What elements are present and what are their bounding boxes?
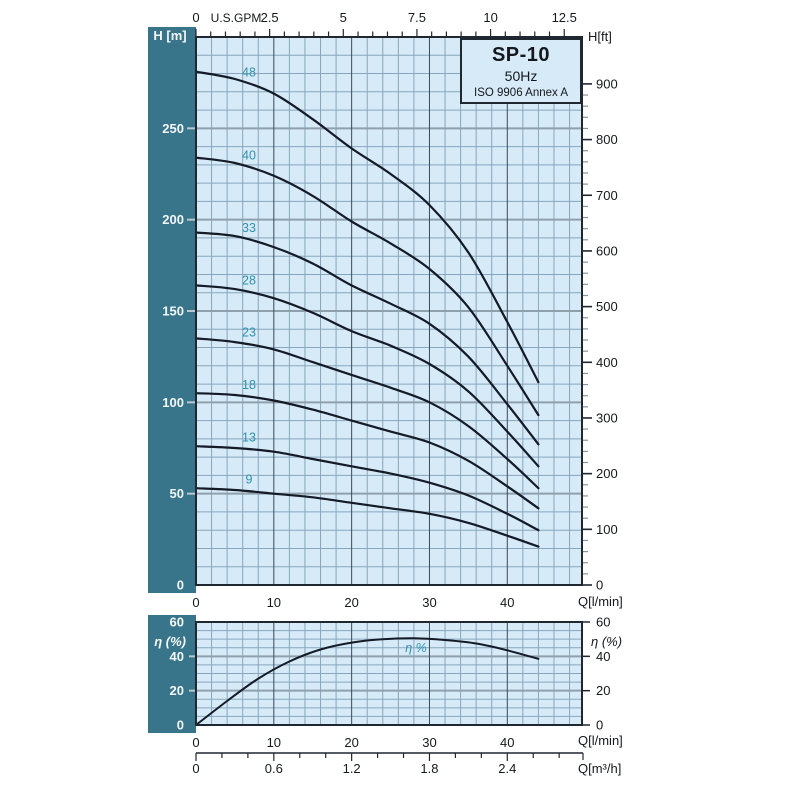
top-tick-label: 7.5 (408, 10, 426, 25)
right-tick-label: 200 (596, 466, 618, 481)
head-sidebar (148, 27, 196, 593)
efficiency-unit-label-left: η (%) (154, 634, 186, 649)
x-tick-label-eff: 40 (500, 735, 514, 750)
head-unit-label-right: H[ft] (588, 29, 612, 44)
right-tick-label: 900 (596, 76, 618, 91)
head-plot-area (196, 37, 582, 585)
m3h-tick-label: 0 (192, 761, 199, 776)
m3h-tick-label: 0.6 (265, 761, 283, 776)
x-tick-label-eff: 10 (267, 735, 281, 750)
right-tick-label: 500 (596, 299, 618, 314)
top-tick-label: 5 (340, 10, 347, 25)
eff-right-tick-label: 60 (596, 614, 610, 629)
right-tick-label: 100 (596, 522, 618, 537)
m3h-tick-label: 2.4 (498, 761, 516, 776)
x-tick-label-main: 30 (422, 595, 436, 610)
eff-right-tick-label: 0 (596, 718, 603, 733)
right-tick-label: 400 (596, 355, 618, 370)
eff-right-tick-label: 40 (596, 649, 610, 664)
top-axis-unit-label: U.S.GPM (210, 11, 262, 25)
m3h-tick-label: 1.8 (420, 761, 438, 776)
x-tick-label-main: 40 (500, 595, 514, 610)
right-tick-label: 800 (596, 132, 618, 147)
top-tick-label: 2.5 (261, 10, 279, 25)
x-tick-label-main: 10 (267, 595, 281, 610)
right-tick-label: 300 (596, 410, 618, 425)
right-tick-label: 700 (596, 188, 618, 203)
efficiency-curve-label: η % (405, 641, 427, 655)
pump-model: SP-10 (491, 44, 551, 66)
main-x-labels: 0 10 20 30 40 (192, 595, 514, 610)
eff-right-tick-label: 20 (596, 683, 610, 698)
x-tick-label-eff: 30 (422, 735, 436, 750)
flow-unit-label-efficiency: Q[l/min] (578, 733, 623, 748)
efficiency-plot-area (196, 622, 582, 725)
x-tick-label-main: 20 (344, 595, 358, 610)
x-tick-label-eff: 0 (192, 735, 199, 750)
right-tick-label: 600 (596, 243, 618, 258)
right-tick-label: 0 (596, 578, 603, 593)
right-axis-ft: 0 100 200 300 400 500 600 700 800 900 (583, 76, 618, 593)
flow-unit-label-main: Q[l/min] (578, 594, 623, 609)
efficiency-unit-label-right: η (%) (591, 634, 623, 649)
m3h-axis: 0 0.6 1.2 1.8 2.4 (192, 752, 584, 776)
efficiency-sidebar (148, 615, 196, 733)
m3h-tick-label: 1.2 (343, 761, 361, 776)
top-tick-label: 10 (483, 10, 497, 25)
head-unit-label-left: H [m] (153, 28, 187, 43)
pump-frequency: 50Hz (504, 68, 538, 84)
x-tick-label-main: 0 (192, 595, 199, 610)
x-tick-label-eff: 20 (344, 735, 358, 750)
flow-unit-label-m3h: Q[m³/h] (578, 761, 622, 776)
pump-standard: ISO 9906 Annex A (474, 87, 568, 99)
top-tick-label: 0 (192, 10, 199, 25)
top-tick-label: 12.5 (552, 10, 577, 25)
title-box: SP-10 50Hz ISO 9906 Annex A (460, 38, 582, 104)
